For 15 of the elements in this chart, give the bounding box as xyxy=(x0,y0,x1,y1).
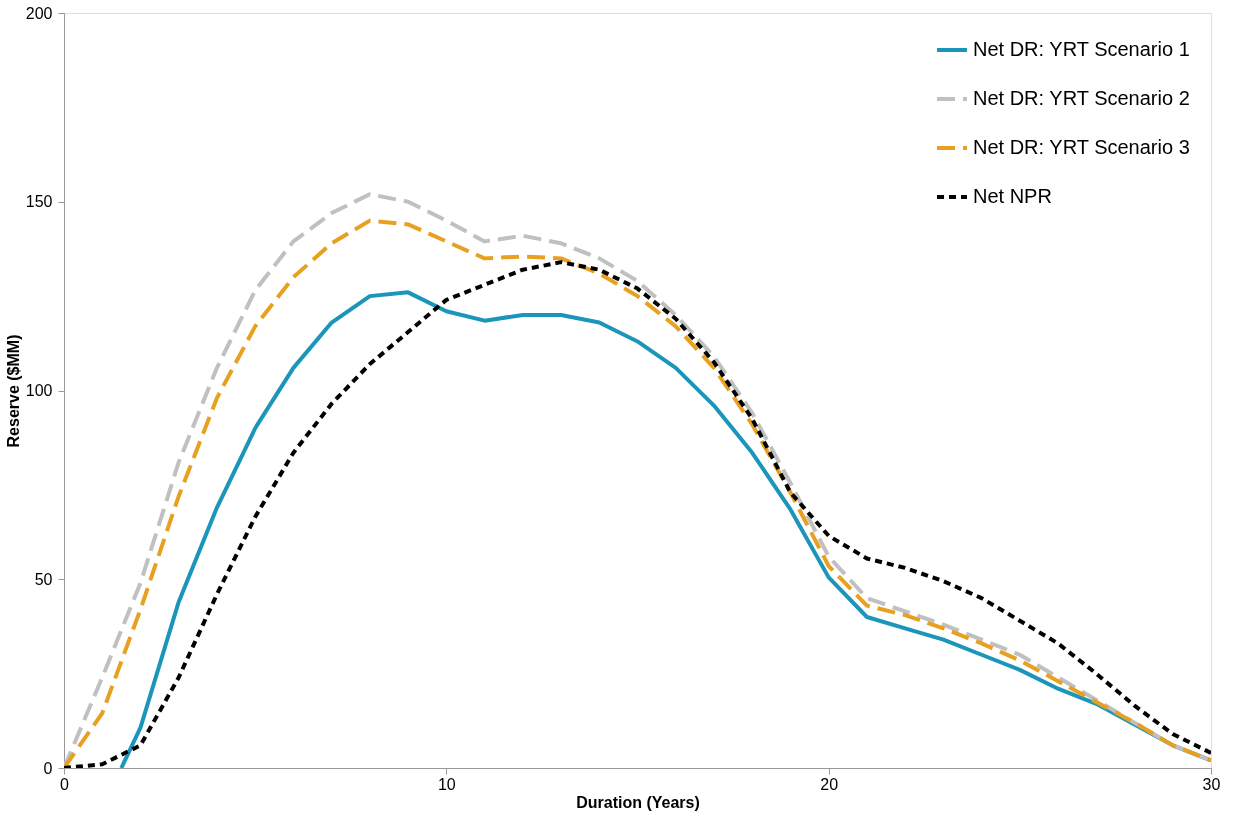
legend-label: Net DR: YRT Scenario 1 xyxy=(973,38,1190,60)
legend-label: Net DR: YRT Scenario 2 xyxy=(973,87,1190,109)
y-tick-label: 50 xyxy=(34,570,53,588)
y-tick-label: 100 xyxy=(25,382,53,399)
y-tick-label: 150 xyxy=(25,193,53,211)
y-axis-title: Reserve ($MM) xyxy=(4,334,22,448)
legend-label: Net DR: YRT Scenario 3 xyxy=(973,136,1190,158)
x-tick-label: 10 xyxy=(437,775,456,793)
x-tick-label: 20 xyxy=(820,775,839,793)
y-tick-label: 0 xyxy=(43,759,53,777)
legend-label: Net NPR xyxy=(973,185,1052,207)
y-tick-label: 200 xyxy=(25,4,53,22)
x-tick-label: 0 xyxy=(60,775,70,793)
x-axis-title: Duration (Years) xyxy=(576,793,700,811)
x-tick-label: 30 xyxy=(1202,775,1221,793)
